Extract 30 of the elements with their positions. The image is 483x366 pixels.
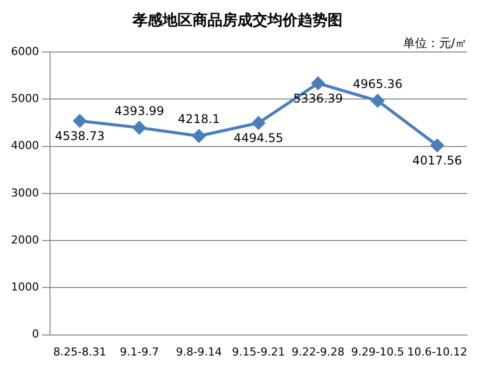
data-label: 4538.73 <box>54 129 105 143</box>
x-tick-label: 9.22-9.28 <box>292 345 345 358</box>
y-tick-label: 1000 <box>10 280 39 294</box>
x-tick-label: 9.29-10.5 <box>351 345 404 358</box>
data-label: 5336.39 <box>293 91 343 106</box>
x-tick-label: 10.6-10.12 <box>407 345 468 358</box>
y-tick-label: 5000 <box>10 92 39 105</box>
x-tick-label: 9.15-9.21 <box>232 345 285 358</box>
point <box>312 76 325 90</box>
y-tick-label: 4000 <box>10 139 39 152</box>
point <box>252 116 265 130</box>
point <box>430 138 444 152</box>
point <box>192 129 206 142</box>
data-label: 4017.56 <box>412 154 462 168</box>
chart-title: 孝感地区商品房成交均价趋势图 <box>132 10 342 29</box>
y-tick-label: 2000 <box>10 233 39 246</box>
point <box>371 94 384 108</box>
point <box>73 114 86 128</box>
x-tick-label: 9.8-9.14 <box>176 345 222 358</box>
y-tick-label: 0 <box>32 328 39 341</box>
text: 单位：元/㎡ <box>402 36 467 50</box>
data-label: 4218.1 <box>178 112 220 126</box>
data-label: 4393.99 <box>114 104 164 118</box>
data-label: 4965.36 <box>352 76 402 91</box>
x-tick-label: 8.25-8.31 <box>53 345 106 358</box>
y-tick-label: 3000 <box>10 186 39 200</box>
x-tick-label: 9.1-9.7 <box>120 345 159 358</box>
y-tick-label: 6000 <box>10 44 39 58</box>
point <box>132 121 146 134</box>
data-label: 4494.55 <box>234 131 284 146</box>
